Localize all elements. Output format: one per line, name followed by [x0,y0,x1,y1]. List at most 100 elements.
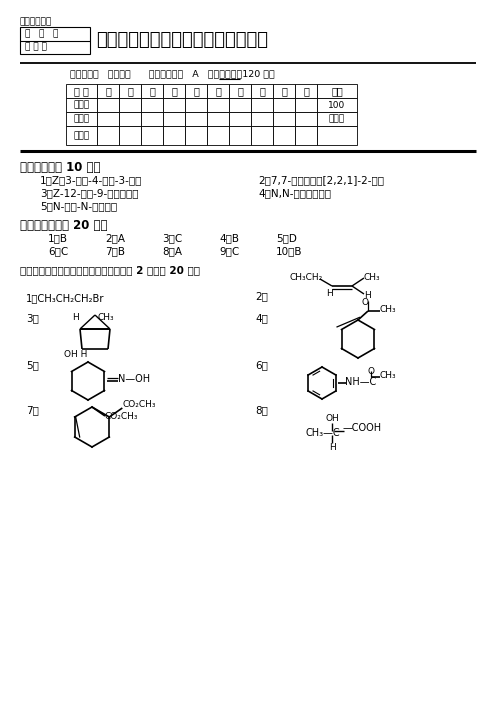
Text: 九: 九 [281,86,287,96]
Bar [141,84,163,98]
Text: —COOH: —COOH [343,423,382,433]
Text: 评卷人: 评卷人 [73,131,90,140]
Text: CH₃: CH₃ [380,305,397,314]
Text: 十: 十 [303,86,309,96]
Text: 五: 五 [193,86,199,96]
Text: OH: OH [325,414,339,423]
Text: N—OH: N—OH [118,374,150,384]
Text: 4、B: 4、B [219,233,239,243]
Text: 8、A: 8、A [162,246,182,256]
Bar [295,126,317,145]
Text: CH₃—C: CH₃—C [306,428,341,438]
Text: 2、A: 2、A [105,233,125,243]
Text: 3、C: 3、C [162,233,182,243]
Bar [185,126,207,145]
Text: 三、完成下列反应，写出主要产物（每空 2 分，共 20 分）: 三、完成下列反应，写出主要产物（每空 2 分，共 20 分） [20,265,200,275]
Text: 六: 六 [215,86,221,96]
Text: 湖南大学课程考试试卷（参考答案）: 湖南大学课程考试试卷（参考答案） [96,31,268,49]
Text: 总分: 总分 [331,86,343,96]
Bar [229,98,251,112]
Text: 1、B: 1、B [48,233,68,243]
Text: 7、: 7、 [26,405,39,415]
Bar [295,98,317,112]
Text: 题 号: 题 号 [74,86,89,96]
Bar [229,112,251,126]
Bar [119,98,141,112]
Text: CH₃: CH₃ [380,371,397,380]
Text: 二、选择题（共 20 分）: 二、选择题（共 20 分） [20,219,108,232]
Text: H: H [72,313,79,322]
Text: 考试中心填写: 考试中心填写 [20,17,52,26]
Text: H: H [329,443,335,452]
Bar [20,27,90,54]
Bar [163,98,185,112]
Bar [66,112,97,126]
Bar [229,126,251,145]
Text: 4、N,N-二甲基甲酰胺: 4、N,N-二甲基甲酰胺 [258,188,331,198]
Bar [207,98,229,112]
Text: 2、: 2、 [255,291,268,301]
Text: 5、D: 5、D [276,233,297,243]
Bar [273,126,295,145]
Bar [185,98,207,112]
Text: 应得分: 应得分 [73,100,90,110]
Bar [317,112,357,126]
Text: OH H: OH H [64,350,87,359]
Text: 5、N-乙基-N-丙基苯胺: 5、N-乙基-N-丙基苯胺 [40,201,117,211]
Bar [97,112,119,126]
Bar [229,84,251,98]
Text: 评分：: 评分： [329,114,345,124]
Text: H: H [326,289,333,298]
Text: CH₃: CH₃ [364,273,380,282]
Text: 9、C: 9、C [219,246,239,256]
Text: 6、C: 6、C [48,246,68,256]
Text: 1、CH₃CH₂CH₂Br: 1、CH₃CH₂CH₂Br [26,293,105,303]
Text: 6、: 6、 [255,360,268,370]
Bar [119,126,141,145]
Bar [251,126,273,145]
Bar [185,84,207,98]
Text: 3、Z-12-羟基-9-十八碳烯酸: 3、Z-12-羟基-9-十八碳烯酸 [40,188,138,198]
Bar [273,112,295,126]
Bar [97,98,119,112]
Bar [251,84,273,98]
Text: 2、7,7-二甲基双环[2,2,1]-2-庚烯: 2、7,7-二甲基双环[2,2,1]-2-庚烯 [258,175,384,185]
Text: O: O [362,298,369,307]
Text: 8、: 8、 [255,405,268,415]
Bar [273,84,295,98]
Text: 100: 100 [328,100,346,110]
Text: CO₂CH₃: CO₂CH₃ [105,412,138,421]
Bar [141,126,163,145]
Bar [119,84,141,98]
Bar [207,84,229,98]
Text: 1、Z－3-甲基-4-乙基-3-庚烯: 1、Z－3-甲基-4-乙基-3-庚烯 [40,175,142,185]
Text: 三: 三 [149,86,155,96]
Text: 7、B: 7、B [105,246,125,256]
Bar [317,126,357,145]
Text: 八: 八 [259,86,265,96]
Bar [119,112,141,126]
Bar [207,126,229,145]
Bar [66,98,97,112]
Bar [141,112,163,126]
Bar [97,84,119,98]
Bar [66,126,97,145]
Text: 10、B: 10、B [276,246,303,256]
Bar [163,84,185,98]
Text: CH₃: CH₃ [97,313,114,322]
Text: 3、: 3、 [26,313,39,323]
Bar [295,112,317,126]
Bar [317,98,357,112]
Text: 七: 七 [237,86,243,96]
Bar [273,98,295,112]
Text: 课程名称：   有机化学      ；试卷编号：   A   ；考试时间：120 分钟: 课程名称： 有机化学 ；试卷编号： A ；考试时间：120 分钟 [70,69,275,78]
Text: 4、: 4、 [255,313,268,323]
Text: 考 试 用: 考 试 用 [25,43,47,51]
Bar [251,112,273,126]
Bar [207,112,229,126]
Text: NH—C: NH—C [345,377,376,387]
Text: 四: 四 [171,86,177,96]
Bar [97,126,119,145]
Text: CO₂CH₃: CO₂CH₃ [123,400,156,409]
Text: 二: 二 [127,86,133,96]
